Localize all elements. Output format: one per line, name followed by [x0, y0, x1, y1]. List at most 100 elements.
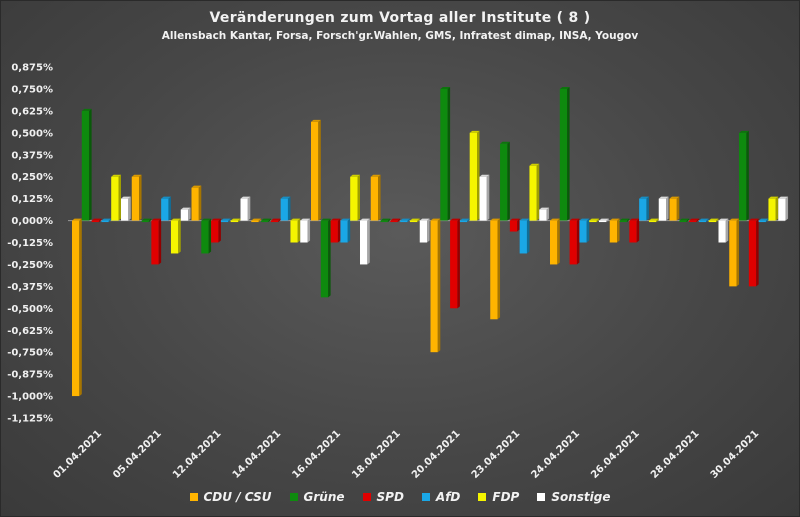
bar [400, 218, 410, 223]
x-tick-label: 16.04.2021 [290, 428, 343, 481]
x-tick-label: 05.04.2021 [111, 428, 164, 481]
bar [201, 218, 212, 254]
x-tick-label: 30.04.2021 [709, 428, 762, 481]
bar [419, 218, 430, 243]
x-tick-label: 28.04.2021 [649, 428, 702, 481]
bar [220, 218, 231, 223]
legend: CDU / CSU Grüne SPD AfD FDP Sonstige [0, 490, 800, 504]
bar [270, 218, 281, 223]
bar [151, 218, 162, 265]
legend-swatch [189, 493, 198, 501]
bar [708, 218, 719, 223]
bar [240, 196, 251, 221]
bar [539, 207, 550, 221]
y-tick-label: -0,750% [7, 348, 53, 359]
bar [599, 218, 609, 223]
bar [629, 218, 640, 243]
legend-label: Grüne [303, 490, 345, 504]
y-tick-label: 0,500% [11, 128, 53, 139]
bar [559, 86, 570, 221]
legend-swatch [289, 493, 298, 501]
bar [161, 196, 171, 221]
legend-label: FDP [492, 490, 520, 504]
bar [72, 218, 82, 397]
bar [490, 218, 501, 320]
y-tick-label: 0,875% [11, 63, 53, 74]
bar [758, 218, 769, 223]
bar [370, 174, 381, 221]
bar [311, 119, 321, 221]
legend-label: SPD [376, 490, 404, 504]
x-tick-label: 20.04.2021 [410, 428, 463, 481]
chart-title: Veränderungen zum Vortag aller Institute… [209, 10, 591, 26]
bar [191, 185, 202, 221]
bar [300, 218, 311, 243]
bar [91, 218, 102, 223]
bar [409, 218, 420, 223]
legend-label: CDU / CSU [203, 490, 272, 504]
bar [350, 174, 360, 221]
bar [81, 108, 92, 221]
bar [340, 218, 351, 243]
bar [729, 218, 740, 287]
y-tick-label: -1,125% [7, 414, 53, 425]
bar [589, 218, 599, 223]
bar [689, 218, 699, 223]
bar [211, 218, 221, 243]
y-tick-label: -0,625% [7, 326, 53, 337]
bar [619, 218, 630, 223]
bar [101, 218, 112, 223]
bar [778, 196, 789, 221]
x-tick-label: 01.04.2021 [51, 428, 104, 481]
bar [290, 218, 301, 243]
bar [479, 174, 490, 221]
y-tick-label: -0,500% [7, 304, 53, 315]
bar [768, 196, 779, 221]
x-tick-label: 23.04.2021 [470, 428, 523, 481]
legend-item: FDP [478, 490, 519, 504]
legend-label: Sonstige [551, 490, 611, 504]
bar [261, 218, 271, 223]
bar [440, 86, 451, 221]
bar [679, 218, 690, 223]
bar [519, 218, 530, 254]
bar [550, 218, 560, 265]
y-tick-label: -0,125% [7, 238, 53, 249]
bar [380, 218, 391, 223]
legend-swatch [478, 493, 487, 501]
y-tick-label: 0,625% [11, 106, 53, 117]
bar [739, 130, 749, 221]
bar [658, 196, 669, 221]
legend-swatch [421, 493, 430, 501]
legend-item: Grüne [289, 490, 345, 504]
bar [609, 218, 620, 243]
bar [579, 218, 590, 243]
bar [648, 218, 659, 223]
y-tick-label: 0,250% [11, 172, 53, 183]
bar [698, 218, 709, 223]
x-tick-label: 24.04.2021 [529, 428, 582, 481]
bar [111, 174, 121, 221]
bar [170, 218, 181, 254]
legend-label: AfD [435, 490, 461, 504]
bar [669, 196, 680, 221]
y-tick-label: -0,250% [7, 260, 53, 271]
legend-item: CDU / CSU [189, 490, 272, 504]
bar [320, 218, 331, 298]
y-tick-label: 0,750% [11, 84, 53, 95]
bar [251, 218, 262, 223]
chart-subtitle: Allensbach Kantar, Forsa, Forsch'gr.Wahl… [161, 30, 639, 42]
x-tick-label: 14.04.2021 [231, 428, 284, 481]
y-tick-label: 0,125% [11, 194, 53, 205]
bar [718, 218, 729, 243]
bar [569, 218, 580, 265]
y-tick-label: -0,875% [7, 370, 53, 381]
bar [450, 218, 460, 309]
legend-item: Sonstige [537, 490, 611, 504]
y-tick-label: -1,000% [7, 392, 53, 403]
bar [121, 196, 131, 221]
bar [360, 218, 370, 265]
bar [330, 218, 341, 243]
legend-swatch [537, 493, 546, 501]
